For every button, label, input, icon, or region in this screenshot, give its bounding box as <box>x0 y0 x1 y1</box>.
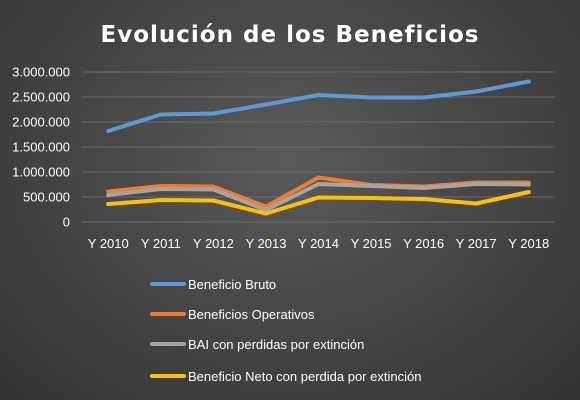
data-point <box>316 182 321 186</box>
series-lines <box>106 79 531 216</box>
x-tick-label: Y 2016 <box>403 236 444 251</box>
data-point <box>211 187 216 192</box>
legend-label: BAI con perdidas por extinción <box>188 337 364 352</box>
y-tick-label: 500.000 <box>23 190 70 205</box>
data-point <box>369 196 374 200</box>
data-point <box>369 184 374 188</box>
x-tick-label: Y 2012 <box>193 236 234 251</box>
data-point <box>263 208 268 212</box>
data-point <box>474 182 479 186</box>
x-tick-label: Y 2018 <box>508 236 549 251</box>
x-tick-label: Y 2013 <box>245 236 286 251</box>
data-point <box>211 198 216 203</box>
legend: Beneficio Bruto Beneficios Operativos BAI … <box>150 277 421 384</box>
x-tick-label: Y 2017 <box>456 236 497 251</box>
x-tick-label: Y 2015 <box>351 236 392 251</box>
data-point <box>158 112 163 117</box>
data-point <box>106 202 111 206</box>
data-point <box>316 93 321 97</box>
y-tick-label: 2.500.000 <box>12 90 70 105</box>
y-tick-label: 3.000.000 <box>12 65 70 80</box>
x-tick-label: Y 2010 <box>88 236 129 251</box>
y-tick-label: 0 <box>63 215 70 230</box>
data-point <box>421 95 426 100</box>
data-point <box>316 175 321 180</box>
data-point <box>526 190 531 194</box>
data-point <box>106 189 111 194</box>
data-point <box>263 102 268 107</box>
chart-title: Evolución de los Beneficios <box>101 22 480 48</box>
data-point <box>526 79 531 84</box>
data-point <box>526 182 531 187</box>
data-point <box>158 184 163 188</box>
legend-label: Beneficio Neto con perdida por extinción <box>188 369 421 384</box>
series-line-1 <box>106 79 531 133</box>
y-tick-label: 1.000.000 <box>12 165 70 180</box>
series-line-4 <box>106 190 531 216</box>
data-point <box>211 111 216 116</box>
data-point <box>369 95 374 100</box>
data-point <box>263 211 268 216</box>
data-point <box>421 197 426 201</box>
x-tick-label: Y 2014 <box>298 236 339 251</box>
data-point <box>158 187 163 191</box>
data-point <box>106 129 111 133</box>
data-point <box>474 201 479 206</box>
legend-label: Beneficio Bruto <box>188 277 276 292</box>
x-tick-label: Y 2011 <box>141 236 181 251</box>
x-axis: Y 2010 Y 2011 Y 2012 Y 2013 Y 2014 Y 2015 Y 20… <box>88 236 549 251</box>
data-point <box>158 198 163 202</box>
y-axis: 0 500.000 1.000.000 1.500.000 2.000.000 2.500… <box>12 65 70 230</box>
data-point <box>106 193 111 197</box>
data-point <box>316 195 321 200</box>
y-tick-label: 1.500.000 <box>12 140 70 155</box>
legend-label: Beneficios Operativos <box>188 307 315 322</box>
y-tick-label: 2.000.000 <box>12 115 70 130</box>
data-point <box>474 89 479 94</box>
data-point <box>421 186 426 190</box>
